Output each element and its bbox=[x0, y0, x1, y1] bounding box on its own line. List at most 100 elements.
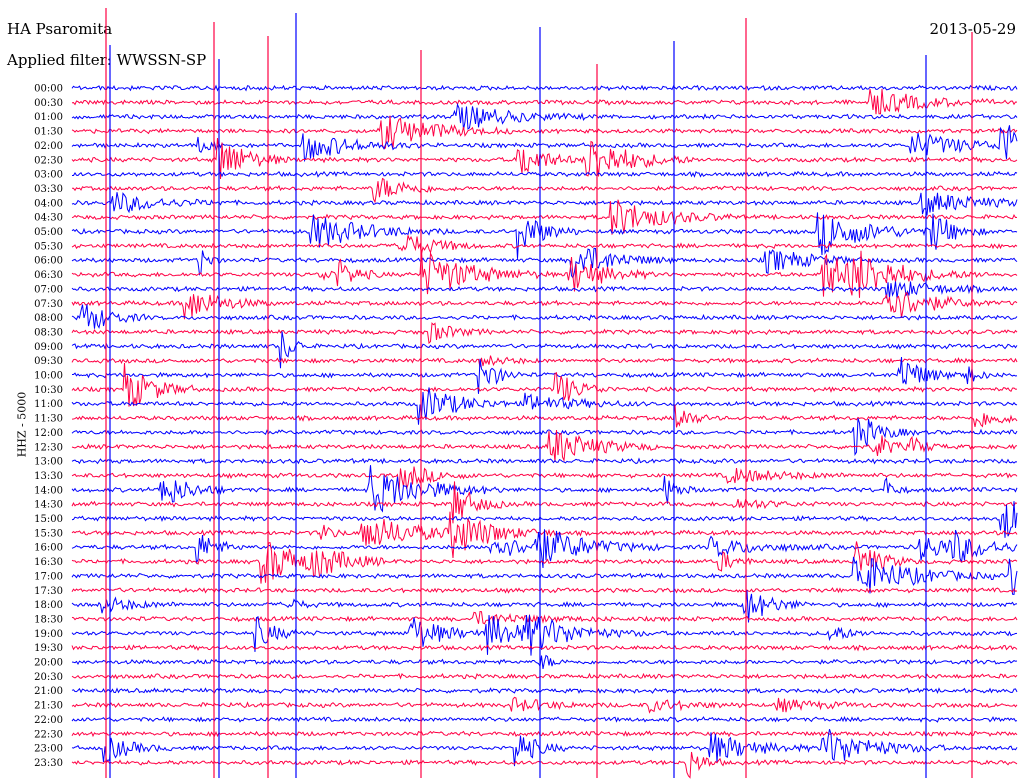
time-tick-1030: 10:30 bbox=[34, 385, 63, 396]
time-tick-1330: 13:30 bbox=[34, 471, 63, 482]
time-tick-1700: 17:00 bbox=[34, 571, 63, 582]
time-tick-2000: 20:00 bbox=[34, 658, 63, 669]
trace-row-1100 bbox=[71, 387, 1018, 425]
time-tick-0330: 03:30 bbox=[34, 184, 63, 195]
trace-row-0400 bbox=[71, 192, 1018, 216]
trace-group bbox=[71, 8, 1018, 779]
trace-row-0230 bbox=[71, 137, 1018, 180]
trace-row-0900 bbox=[71, 331, 1018, 369]
time-tick-2030: 20:30 bbox=[34, 672, 63, 683]
time-tick-0830: 08:30 bbox=[34, 327, 63, 338]
station-title: HA Psaromita bbox=[7, 20, 113, 38]
trace-row-0600 bbox=[71, 247, 1018, 279]
trace-row-0730 bbox=[71, 291, 1018, 320]
time-tick-2130: 21:30 bbox=[34, 701, 63, 712]
time-tick-0630: 06:30 bbox=[34, 270, 63, 281]
time-tick-0130: 01:30 bbox=[34, 127, 63, 138]
trace-row-2230 bbox=[71, 730, 1018, 738]
trace-row-2000 bbox=[71, 654, 1018, 669]
trace-row-2200 bbox=[71, 715, 1018, 723]
trace-row-0500 bbox=[71, 212, 1018, 259]
time-tick-2230: 22:30 bbox=[34, 729, 63, 740]
time-tick-1300: 13:00 bbox=[34, 457, 63, 468]
time-tick-0600: 06:00 bbox=[34, 256, 63, 267]
trace-row-2300 bbox=[71, 729, 1018, 767]
time-tick-0100: 01:00 bbox=[34, 112, 63, 123]
time-tick-2330: 23:30 bbox=[34, 758, 63, 769]
trace-row-0030 bbox=[71, 88, 1018, 115]
time-tick-1930: 19:30 bbox=[34, 643, 63, 654]
time-tick-1500: 15:00 bbox=[34, 514, 63, 525]
time-tick-0030: 00:30 bbox=[34, 98, 63, 109]
trace-row-1500 bbox=[71, 501, 1018, 538]
time-tick-1000: 10:00 bbox=[34, 371, 63, 382]
trace-row-1830 bbox=[71, 610, 1018, 625]
time-tick-labels: 00:00 00:30 01:00 01:30 02:00 02:30 03:00 03:30… bbox=[34, 84, 63, 769]
time-tick-1800: 18:00 bbox=[34, 600, 63, 611]
time-tick-2100: 21:00 bbox=[34, 686, 63, 697]
trace-row-2030 bbox=[71, 672, 1018, 680]
trace-row-0930 bbox=[71, 355, 1018, 368]
trace-row-0430 bbox=[71, 199, 1018, 235]
trace-row-0630 bbox=[71, 249, 1018, 298]
trace-row-1000 bbox=[72, 356, 1018, 394]
time-tick-1230: 12:30 bbox=[34, 442, 63, 453]
time-tick-0300: 03:00 bbox=[34, 170, 63, 181]
trace-row-0530 bbox=[71, 235, 1018, 255]
time-tick-0900: 09:00 bbox=[34, 342, 63, 353]
trace-row-1230 bbox=[71, 429, 1018, 463]
trace-row-0100 bbox=[71, 102, 1018, 130]
trace-row-0130 bbox=[71, 115, 1018, 150]
trace-row-1200 bbox=[71, 418, 1018, 457]
trace-row-0000 bbox=[71, 84, 1018, 92]
time-tick-2300: 23:00 bbox=[34, 744, 63, 755]
trace-row-1130 bbox=[71, 404, 1018, 428]
time-tick-1830: 18:30 bbox=[34, 614, 63, 625]
trace-row-1300 bbox=[71, 457, 1018, 465]
time-tick-2200: 22:00 bbox=[34, 715, 63, 726]
time-tick-0000: 00:00 bbox=[34, 84, 63, 95]
time-tick-0930: 09:30 bbox=[34, 356, 63, 367]
trace-row-1800 bbox=[71, 590, 1018, 623]
time-tick-0430: 04:30 bbox=[34, 213, 63, 224]
time-tick-1730: 17:30 bbox=[34, 586, 63, 597]
trace-row-1400 bbox=[71, 465, 1018, 513]
time-tick-1600: 16:00 bbox=[34, 543, 63, 554]
trace-row-1430 bbox=[71, 481, 1018, 524]
time-tick-0730: 07:30 bbox=[34, 299, 63, 310]
time-tick-1400: 14:00 bbox=[34, 485, 63, 496]
time-tick-0200: 02:00 bbox=[34, 141, 63, 152]
trace-row-1030 bbox=[71, 362, 1018, 407]
time-tick-1130: 11:30 bbox=[34, 414, 63, 425]
trace-row-1930 bbox=[71, 644, 1018, 652]
trace-row-1630 bbox=[71, 541, 1018, 584]
time-tick-1530: 15:30 bbox=[34, 528, 63, 539]
time-tick-0700: 07:00 bbox=[34, 284, 63, 295]
time-tick-1100: 11:00 bbox=[34, 399, 63, 410]
trace-row-0330 bbox=[72, 177, 1018, 204]
trace-row-0200 bbox=[71, 125, 1018, 163]
time-tick-0500: 05:00 bbox=[34, 227, 63, 238]
trace-row-0800 bbox=[71, 304, 1018, 329]
filter-label: Applied filter: WWSSN-SP bbox=[7, 51, 207, 69]
time-tick-1200: 12:00 bbox=[34, 428, 63, 439]
time-tick-1430: 14:30 bbox=[34, 500, 63, 511]
trace-row-0830 bbox=[71, 322, 1018, 345]
trace-row-2330 bbox=[71, 751, 1018, 779]
trace-row-2130 bbox=[71, 696, 1018, 714]
trace-row-1330 bbox=[71, 466, 1018, 492]
time-tick-0800: 08:00 bbox=[34, 313, 63, 324]
date-label: 2013-05-29 bbox=[929, 20, 1016, 38]
time-tick-0400: 04:00 bbox=[34, 198, 63, 209]
trace-row-1900 bbox=[71, 614, 1018, 656]
trace-row-0300 bbox=[72, 170, 1018, 178]
trace-row-1700 bbox=[71, 556, 1018, 595]
time-tick-1630: 16:30 bbox=[34, 557, 63, 568]
trace-row-0700 bbox=[71, 281, 1018, 299]
trace-row-2100 bbox=[71, 687, 1018, 695]
trace-row-1730 bbox=[71, 587, 1018, 594]
time-tick-1900: 19:00 bbox=[34, 629, 63, 640]
time-tick-0230: 02:30 bbox=[34, 155, 63, 166]
trace-row-1600 bbox=[71, 529, 1018, 569]
